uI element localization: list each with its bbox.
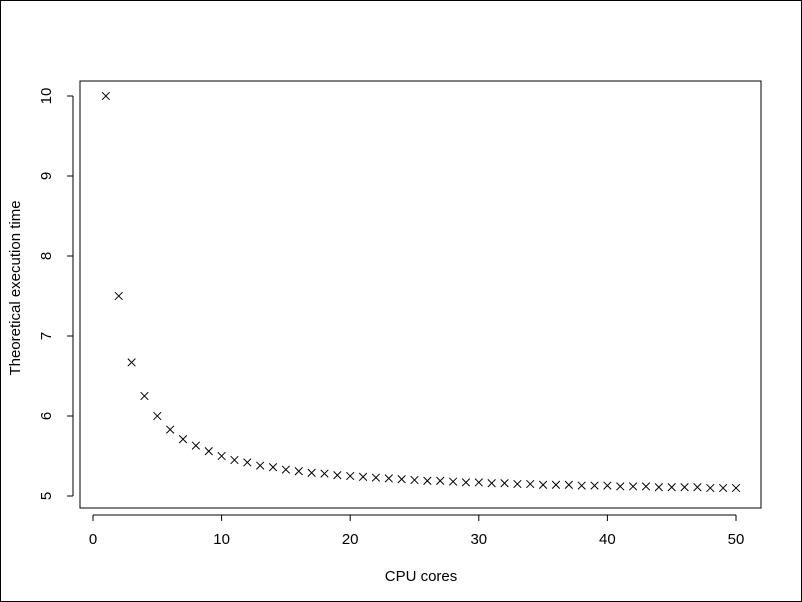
data-point — [294, 467, 303, 476]
data-point — [243, 458, 252, 467]
y-tick-label: 8 — [38, 252, 55, 260]
data-point — [217, 451, 226, 461]
data-point — [140, 391, 149, 401]
y-tick-label: 5 — [38, 492, 55, 500]
y-tick-label: 10 — [38, 88, 55, 105]
data-point — [706, 483, 715, 493]
data-point — [667, 483, 676, 492]
data-point — [551, 480, 561, 489]
y-tick-label: 9 — [38, 172, 55, 180]
x-ticks: 0 10 20 30 40 50 — [89, 515, 745, 548]
x-tick-label: 40 — [599, 531, 616, 548]
data-point — [333, 471, 342, 480]
data-point — [397, 475, 406, 484]
data-point — [680, 483, 689, 492]
data-point — [474, 478, 483, 487]
x-tick-label: 0 — [89, 531, 97, 548]
data-point — [538, 480, 548, 489]
data-point — [204, 447, 213, 456]
data-point — [616, 482, 625, 491]
data-point — [731, 483, 741, 493]
x-axis-label: CPU cores — [385, 568, 458, 585]
x-tick-label: 50 — [728, 531, 745, 548]
data-point — [564, 480, 573, 489]
y-tick-label: 7 — [38, 332, 55, 340]
data-point — [166, 425, 175, 434]
data-point — [461, 478, 471, 487]
data-point — [101, 91, 111, 101]
data-point — [371, 473, 381, 482]
data-point — [256, 461, 265, 470]
data-point — [423, 476, 432, 485]
data-point — [654, 483, 663, 492]
data-point — [590, 481, 599, 490]
data-points — [101, 91, 741, 493]
data-point — [436, 476, 445, 485]
data-point — [320, 469, 329, 478]
x-tick-label: 10 — [213, 531, 230, 548]
data-point — [603, 481, 612, 490]
y-axis-label: Theoretical execution time — [7, 200, 24, 375]
data-point — [693, 483, 702, 492]
data-point — [127, 358, 136, 367]
plot-box — [79, 80, 762, 509]
data-point — [268, 463, 278, 472]
data-point — [577, 481, 586, 490]
data-point — [410, 475, 419, 485]
data-point — [153, 411, 162, 421]
data-point — [641, 482, 651, 491]
data-point — [281, 465, 291, 474]
data-point — [526, 479, 535, 489]
axes — [72, 80, 762, 516]
data-point — [513, 479, 522, 489]
x-tick-label: 20 — [342, 531, 359, 548]
y-tick-label: 6 — [38, 412, 55, 420]
data-point — [230, 455, 239, 465]
data-point — [358, 472, 368, 481]
data-point — [718, 483, 728, 493]
data-point — [448, 477, 458, 486]
data-point — [487, 479, 496, 488]
data-point — [346, 471, 355, 481]
data-point — [307, 468, 316, 477]
data-point — [500, 479, 509, 488]
data-point — [628, 482, 638, 491]
y-ticks: 5 6 7 8 9 10 — [38, 88, 73, 500]
data-point — [114, 291, 123, 301]
data-point — [191, 441, 201, 450]
x-tick-label: 30 — [470, 531, 487, 548]
data-point — [178, 435, 188, 444]
data-point — [384, 474, 393, 483]
